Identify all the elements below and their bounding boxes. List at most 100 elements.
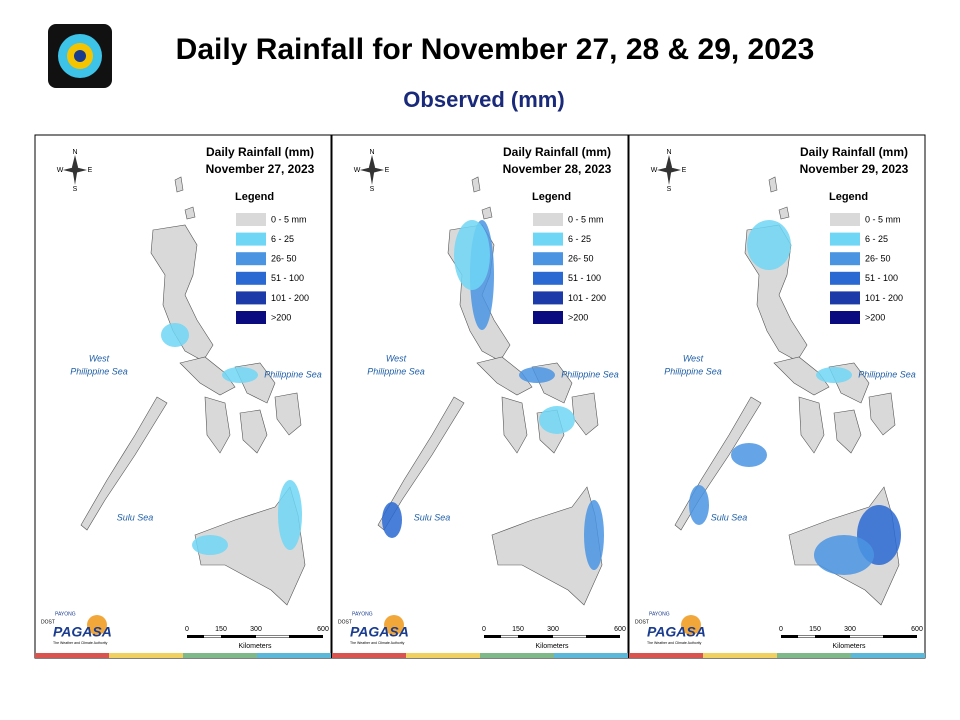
color-strip (777, 653, 851, 658)
legend-swatch (236, 232, 266, 246)
sea-label: Philippine Sea (664, 366, 722, 376)
rain-area (519, 367, 555, 383)
color-strip (406, 653, 480, 658)
compass-letter: E (88, 167, 93, 174)
legend-label: 0 - 5 mm (865, 214, 901, 224)
logo-agency: PAGASA (53, 624, 112, 640)
scale-bar (501, 635, 518, 638)
scale-bar (256, 635, 289, 638)
land (274, 392, 302, 436)
compass-letter: W (57, 167, 64, 174)
logo-mark (384, 615, 404, 635)
scale-bar (187, 635, 323, 638)
scale-bar (553, 635, 586, 638)
scale-label: 600 (317, 626, 329, 633)
legend-label: 51 - 100 (271, 273, 304, 283)
color-strip (109, 653, 183, 658)
legend-label: >200 (271, 312, 291, 322)
logo-tagline: The Weather and Climate Authority (53, 641, 108, 645)
land (798, 396, 825, 454)
sea-label: West (386, 353, 407, 363)
land (80, 396, 168, 531)
logo-agency: PAGASA (350, 624, 409, 640)
color-strip (35, 653, 109, 658)
legend-label: 101 - 200 (865, 293, 903, 303)
land (174, 176, 184, 193)
land (476, 356, 533, 396)
color-strip (480, 653, 554, 658)
legend-swatch (830, 232, 860, 246)
legend-swatch (236, 291, 266, 305)
rain-area (192, 535, 228, 555)
legend-label: 0 - 5 mm (568, 214, 604, 224)
color-strip (183, 653, 257, 658)
compass-letter: N (369, 149, 374, 156)
legend-title: Legend (235, 191, 274, 203)
land (179, 356, 236, 396)
rain-area (161, 323, 189, 347)
rain-area (454, 220, 490, 290)
scale-bar (204, 635, 221, 638)
scale-label: 600 (911, 626, 923, 633)
legend-label: 6 - 25 (568, 234, 591, 244)
legend-title: Legend (532, 191, 571, 203)
legend-swatch (236, 271, 266, 285)
sea-label: Sulu Sea (414, 512, 451, 522)
legend-label: 51 - 100 (865, 273, 898, 283)
color-strip (629, 653, 703, 658)
logo (48, 24, 112, 88)
sea-label: Philippine Sea (367, 366, 425, 376)
map-heading: Daily Rainfall (mm) (800, 145, 908, 159)
legend-label: >200 (568, 312, 588, 322)
land (184, 206, 196, 220)
land (773, 356, 830, 396)
sea-label: Sulu Sea (117, 512, 154, 522)
scale-label: 300 (250, 626, 262, 633)
map-date: November 27, 2023 (206, 162, 315, 176)
rain-area (584, 500, 604, 570)
legend-swatch (533, 232, 563, 246)
scale-label: 0 (779, 626, 783, 633)
legend-label: 101 - 200 (271, 293, 309, 303)
legend-label: 101 - 200 (568, 293, 606, 303)
legend-swatch (533, 271, 563, 285)
land (501, 396, 528, 454)
logo-payong: PAYONG (352, 611, 373, 617)
scale-label: 0 (185, 626, 189, 633)
scale-unit: Kilometers (832, 643, 866, 650)
legend-swatch (830, 252, 860, 266)
compass-letter: W (354, 167, 361, 174)
sea-label: West (89, 353, 110, 363)
compass-letter: E (385, 167, 390, 174)
scale-bar (850, 635, 883, 638)
land (204, 396, 231, 454)
slide-subtitle: Observed (mm) (403, 87, 564, 112)
color-strip (851, 653, 925, 658)
map-panel: N S W E Daily Rainfall (mm) November 28, 2023… (331, 134, 629, 659)
logo-payong: PAYONG (649, 611, 670, 617)
legend-label: 0 - 5 mm (271, 214, 307, 224)
rain-area (731, 443, 767, 467)
scale-unit: Kilometers (535, 643, 569, 650)
sea-label: Philippine Sea (561, 369, 619, 379)
compass-letter: S (667, 186, 672, 193)
compass (360, 155, 384, 185)
color-strip (703, 653, 777, 658)
land (481, 206, 493, 220)
rain-area (539, 406, 575, 434)
legend-swatch (830, 213, 860, 226)
legend-swatch (533, 252, 563, 266)
scale-bar (781, 635, 917, 638)
rain-area (747, 220, 791, 270)
rain-area (689, 485, 709, 525)
legend-label: 6 - 25 (271, 234, 294, 244)
map-panel: N S W E Daily Rainfall (mm) November 29, 2023… (628, 134, 926, 659)
legend-swatch (533, 311, 563, 324)
sea-label: West (683, 353, 704, 363)
compass-letter: S (370, 186, 375, 193)
legend-label: 26- 50 (568, 254, 594, 264)
map-date: November 28, 2023 (503, 162, 612, 176)
sea-label: Philippine Sea (264, 369, 322, 379)
land (150, 224, 214, 362)
